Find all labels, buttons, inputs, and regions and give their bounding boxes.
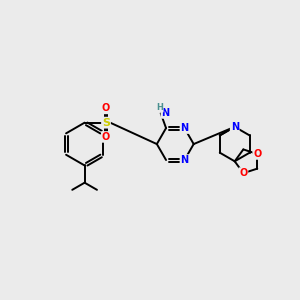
Text: O: O xyxy=(102,132,110,142)
Text: O: O xyxy=(102,103,110,113)
Text: N: N xyxy=(180,123,188,133)
Text: O: O xyxy=(253,149,261,159)
Text: S: S xyxy=(102,118,110,128)
Text: N: N xyxy=(231,122,239,132)
Text: N: N xyxy=(180,155,188,165)
Text: N: N xyxy=(161,108,169,118)
Text: H: H xyxy=(156,103,163,112)
Text: O: O xyxy=(239,168,248,178)
